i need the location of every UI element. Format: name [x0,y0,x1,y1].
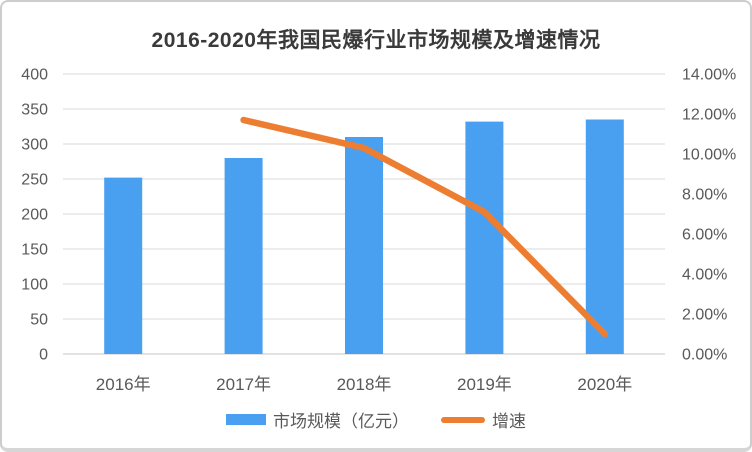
left-tick-label: 0 [39,347,48,364]
legend-item-market-size: 市场规模（亿元） [226,407,409,432]
x-tick-label: 2017年 [216,375,271,394]
bar [224,158,263,354]
chart-title: 2016-2020年我国民爆行业市场规模及增速情况 [151,29,601,52]
left-tick-label: 100 [21,277,48,294]
left-tick-label: 250 [21,172,48,189]
x-tick-label: 2016年 [96,375,151,394]
line-series-swatch [441,416,485,423]
left-tick-label: 300 [21,137,48,154]
right-tick-label: 12.00% [682,107,736,124]
legend-label-growth: 增速 [492,412,526,431]
legend-label-market-size: 市场规模（亿元） [273,412,409,431]
x-tick-label: 2018年 [337,375,392,394]
left-tick-label: 50 [30,312,48,329]
right-tick-label: 0.00% [682,347,727,364]
left-tick-label: 150 [21,242,48,259]
x-tick-label: 2019年 [457,375,512,394]
right-tick-label: 2.00% [682,307,727,324]
line-series [240,116,609,338]
growth-line-path [240,116,609,338]
bar [345,137,383,354]
left-tick-label: 200 [21,207,48,224]
right-tick-label: 10.00% [682,147,736,164]
bar-series-swatch [226,414,266,425]
x-tick-label: 2020年 [577,375,632,394]
bar-series [104,119,624,354]
legend: 市场规模（亿元） 增速 [2,407,750,432]
right-tick-label: 4.00% [682,267,727,284]
right-tick-label: 14.00% [682,67,736,84]
bar [585,119,624,354]
left-tick-label: 350 [21,102,48,119]
right-axis-labels: 14.00% 12.00% 10.00% 8.00% 6.00% 4.00% 2.00% 0.… [682,67,736,364]
x-axis-labels: 2016年 2017年 2018年 2019年 2020年 [96,375,632,394]
bar [465,121,504,354]
right-tick-label: 6.00% [682,227,727,244]
left-axis-labels: 400 350 300 250 200 150 100 50 0 [21,67,48,364]
legend-item-growth: 增速 [441,407,526,432]
right-tick-label: 8.00% [682,187,727,204]
bar [104,177,143,354]
left-tick-label: 400 [21,67,48,84]
